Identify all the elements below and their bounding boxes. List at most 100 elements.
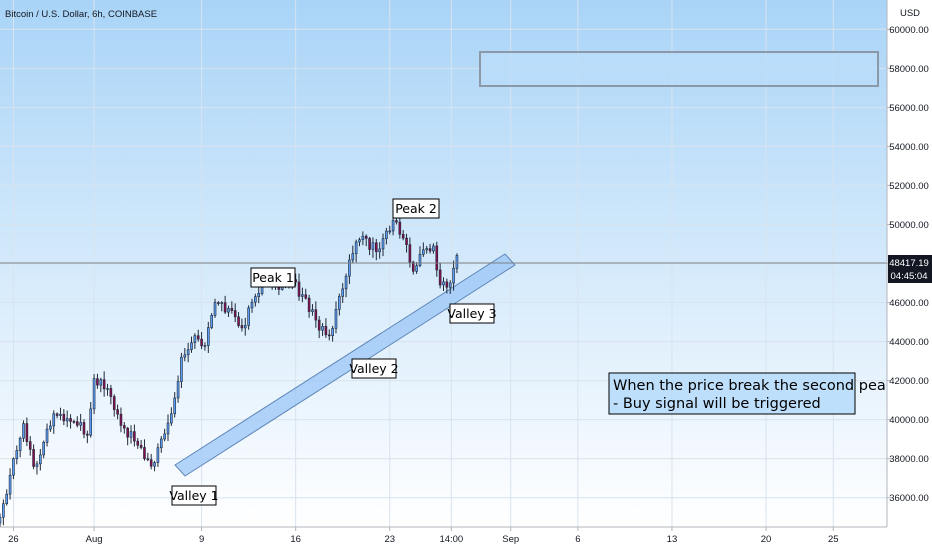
price-axis[interactable]: USD 36000.00 38000.00 40000.00 42000.00 4400… [886,0,932,527]
candle [79,413,82,431]
candle [52,410,56,434]
candle [428,243,432,254]
currency-label: USD [900,8,920,19]
peak-1-text: Peak 1 [252,270,294,285]
candle [203,342,207,351]
candle [415,262,418,274]
candle [183,348,187,362]
candle [398,214,402,239]
candle [344,273,348,298]
drawing-layer [174,51,879,477]
candle [28,436,32,456]
candle [69,414,72,429]
candle [156,443,160,467]
candle [405,233,408,253]
candle [381,233,385,257]
support-channel[interactable] [174,253,516,477]
candle [112,394,116,417]
candle [401,230,405,241]
valley-2-label[interactable]: Valley 2 [349,358,399,379]
candle [109,384,113,405]
candle [139,439,143,450]
candle [452,260,455,291]
price-tick-label: 54000.00 [889,142,929,153]
price-tick-label: 58000.00 [889,64,929,75]
signal-note-line-2: - Buy signal will be triggered [613,396,821,412]
candle [422,242,425,257]
candle [59,407,62,421]
valley-2-text: Valley 2 [349,361,398,376]
candle [230,301,234,314]
price-tick-label: 42000.00 [889,376,929,387]
target-zone[interactable] [479,51,879,87]
candle [133,424,136,447]
peak-2-text: Peak 2 [395,201,437,216]
candle [442,277,445,292]
candle [388,225,392,235]
price-tick-label: 40000.00 [889,415,929,426]
candle [317,316,321,339]
price-tick-label: 52000.00 [889,181,929,192]
candle [213,298,217,318]
candle [237,312,240,328]
candle [143,439,146,461]
bar-countdown: 04:45:04 [891,271,928,282]
candle [445,278,449,294]
peak-1-label[interactable]: Peak 1 [250,267,296,288]
candle [49,420,52,432]
time-tick-label: 25 [828,534,839,545]
candle [227,305,230,317]
chart-title: Bitcoin / U.S. Dollar, 6h, COINBASE [5,9,157,20]
candle [55,412,59,419]
candle [86,430,89,444]
time-tick-label: 13 [667,534,678,545]
peak-2-label[interactable]: Peak 2 [392,198,440,219]
candle [341,283,345,303]
valley-3-label[interactable]: Valley 3 [447,303,497,324]
candle [364,234,368,247]
candle [247,305,250,330]
price-tick-label: 38000.00 [889,454,929,465]
candle [190,336,193,353]
candle [65,410,69,428]
candle [438,262,442,289]
candle [448,280,452,294]
candle [321,323,324,337]
candle [102,371,106,397]
candle [358,237,361,247]
candle [99,377,103,393]
candle [193,333,197,349]
candle [418,246,422,268]
candle [385,227,388,245]
candle [196,329,200,342]
signal-note[interactable]: When the price break the second peak - B… [608,372,895,415]
candle [42,440,45,459]
time-axis[interactable]: 26 Aug 9 16 23 14:00 Sep 6 13 20 25 [0,526,932,550]
candle [18,436,22,458]
candle [116,404,119,420]
candle [378,242,381,259]
candle [123,422,126,434]
candle [149,453,153,470]
valley-1-label[interactable]: Valley 1 [169,485,219,506]
candle [176,375,180,403]
candle [334,301,338,334]
time-tick-label: Aug [86,534,103,545]
candle [32,444,35,470]
candle [136,437,140,449]
candle [5,489,9,506]
candle [170,407,173,426]
candle [223,295,227,315]
candle [354,239,358,263]
candle [8,468,12,500]
price-tick-label: 60000.00 [889,25,929,36]
candle [75,416,79,428]
candle [129,425,133,444]
candle [331,325,334,342]
candle [361,231,365,246]
candle [243,317,247,336]
price-tick-label: 56000.00 [889,103,929,114]
candle [89,401,93,438]
price-tick-label: 36000.00 [889,493,929,504]
